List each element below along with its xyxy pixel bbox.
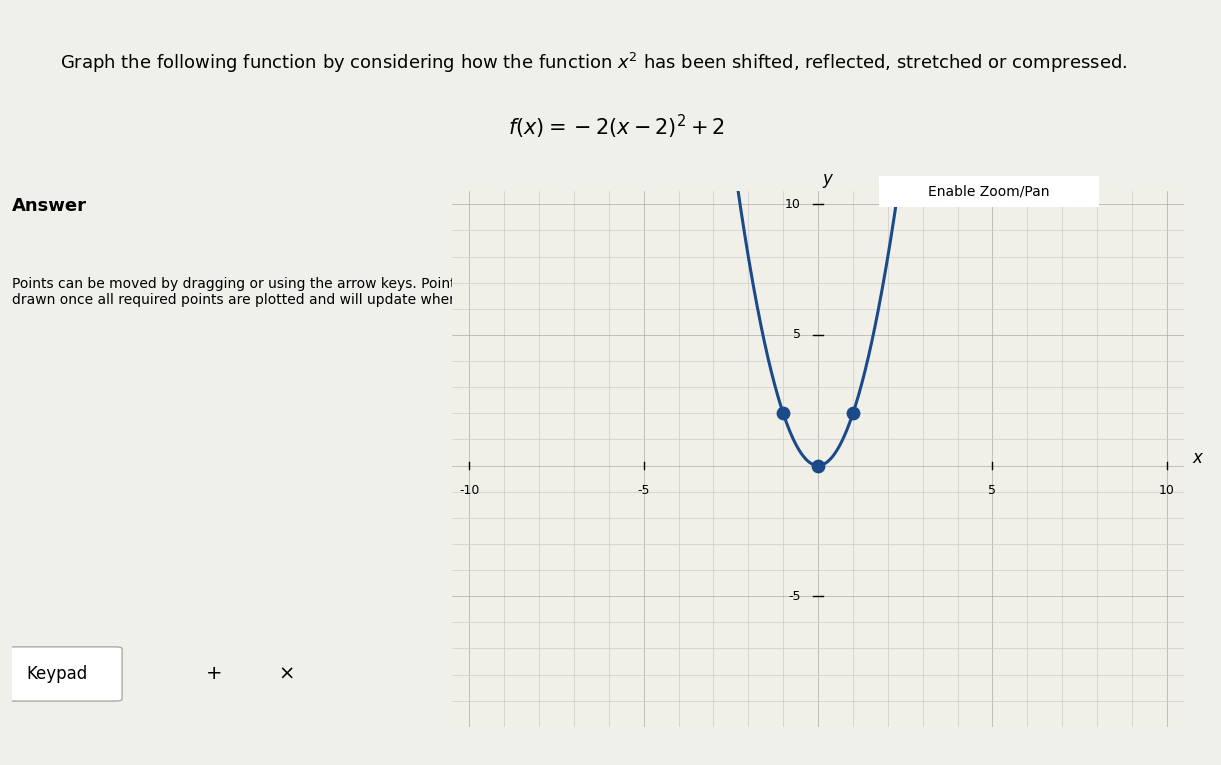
FancyBboxPatch shape xyxy=(5,647,122,701)
Text: Points can be moved by dragging or using the arrow keys. Points whose positions : Points can be moved by dragging or using… xyxy=(12,277,1027,307)
Text: -5: -5 xyxy=(637,483,650,496)
FancyBboxPatch shape xyxy=(868,174,1110,208)
Text: +: + xyxy=(205,665,222,683)
Text: 5: 5 xyxy=(792,328,801,341)
Point xyxy=(773,407,792,419)
Text: 5: 5 xyxy=(989,483,996,496)
Text: 10: 10 xyxy=(785,198,801,211)
Text: -5: -5 xyxy=(788,590,801,603)
Point xyxy=(808,460,828,472)
Text: Graph the following function by considering how the function $x^2$ has been shif: Graph the following function by consider… xyxy=(60,51,1127,76)
Text: ×: × xyxy=(278,665,295,683)
Text: $f(x) = -2(x - 2)^2 + 2$: $f(x) = -2(x - 2)^2 + 2$ xyxy=(508,113,725,141)
Text: Answer: Answer xyxy=(12,197,87,216)
Text: Enable Zoom/Pan: Enable Zoom/Pan xyxy=(928,184,1050,198)
Text: 10: 10 xyxy=(1159,483,1175,496)
Text: $x$: $x$ xyxy=(1192,449,1205,467)
Text: Keypad: Keypad xyxy=(27,665,88,683)
Text: $y$: $y$ xyxy=(822,172,835,190)
Point xyxy=(844,407,863,419)
Text: -10: -10 xyxy=(459,483,480,496)
